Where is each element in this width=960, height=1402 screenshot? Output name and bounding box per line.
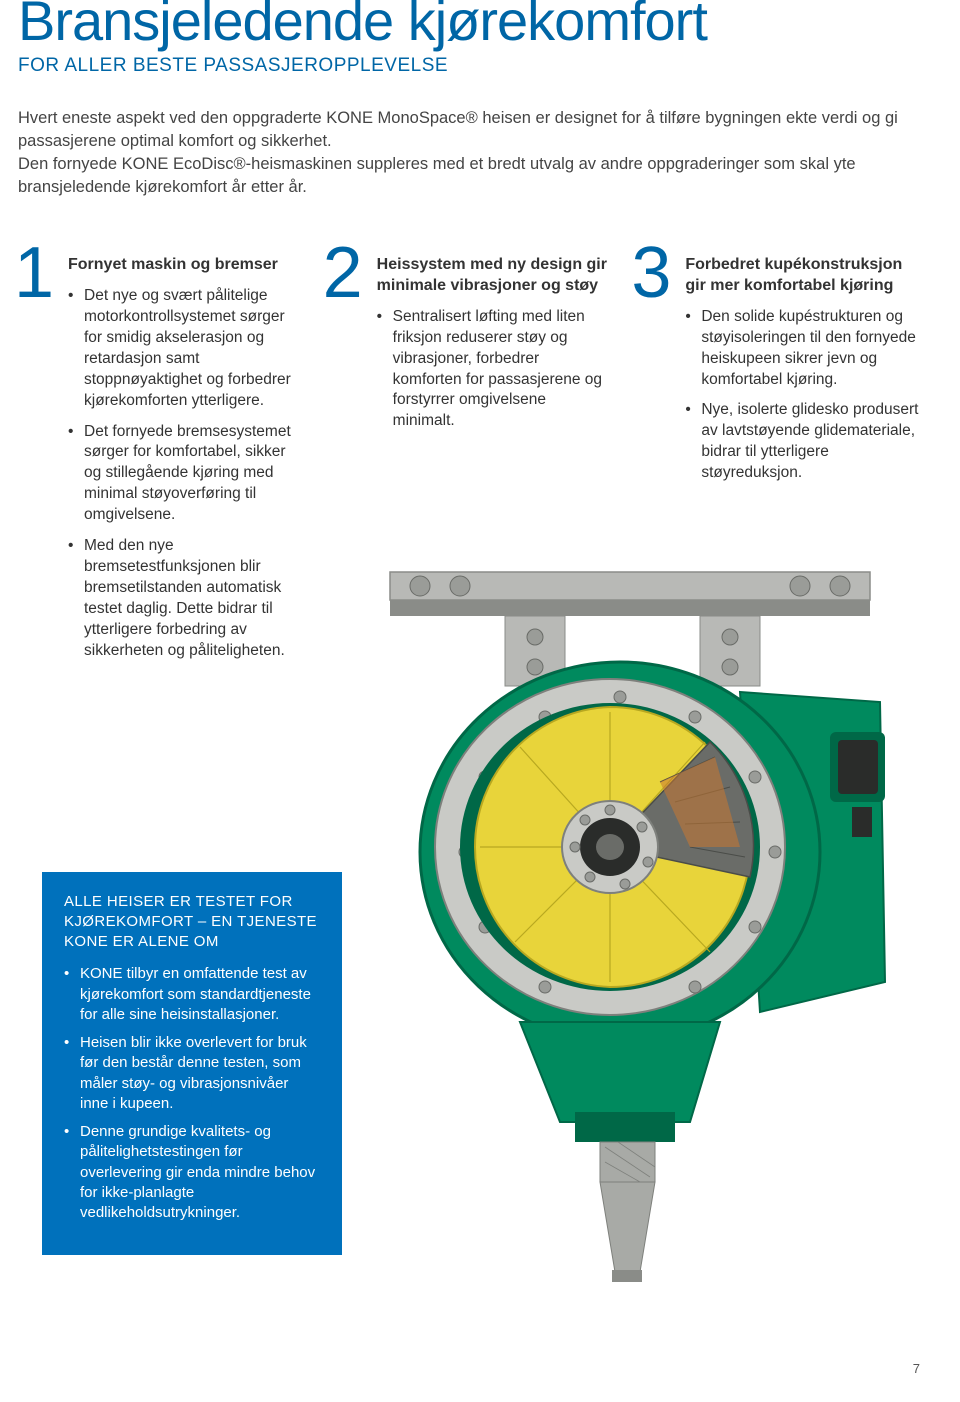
feature-column-1: 1 Fornyet maskin og bremser Det nye og s…: [18, 255, 303, 671]
feature-heading-1: Fornyet maskin og bremser: [68, 255, 303, 276]
feature-number-2: 2: [323, 237, 363, 309]
feature-columns: 1 Fornyet maskin og bremser Det nye og s…: [18, 255, 920, 671]
feature-column-2: 2 Heissystem med ny design gir minimale …: [327, 255, 612, 671]
list-item: KONE tilbyr en omfattende test av kjørek…: [64, 964, 320, 1025]
feature-list-3: Den solide kupéstrukturen og støyisoleri…: [685, 307, 920, 484]
callout-box: ALLE HEISER ER TESTET FOR KJØREKOMFORT –…: [42, 872, 342, 1256]
intro-text: Hvert eneste aspekt ved den oppgraderte …: [18, 107, 898, 199]
list-item: Med den nye bremsetestfunksjonen blir br…: [68, 536, 303, 662]
intro-paragraph-1: Hvert eneste aspekt ved den oppgraderte …: [18, 107, 898, 153]
list-item: Nye, isolerte glidesko produsert av lavt…: [685, 400, 920, 484]
list-item: Det fornyede bremsesystemet sørger for k…: [68, 422, 303, 527]
feature-list-2: Sentralisert løfting med liten friksjon …: [377, 307, 612, 433]
page-number: 7: [913, 1361, 920, 1376]
callout-heading: ALLE HEISER ER TESTET FOR KJØREKOMFORT –…: [64, 892, 320, 953]
intro-paragraph-2: Den fornyede KONE EcoDisc®-heismaskinen …: [18, 153, 898, 199]
list-item: Denne grundige kvalitets- og pålitelighe…: [64, 1122, 320, 1223]
feature-heading-2: Heissystem med ny design gir minimale vi…: [377, 255, 612, 297]
page-subtitle: FOR ALLER BESTE PASSASJEROPPLEVELSE: [18, 55, 920, 77]
list-item: Heisen blir ikke overlevert for bruk før…: [64, 1033, 320, 1114]
feature-number-3: 3: [631, 237, 671, 309]
callout-list: KONE tilbyr en omfattende test av kjørek…: [64, 964, 320, 1223]
feature-list-1: Det nye og svært pålitelige motorkontrol…: [68, 286, 303, 662]
list-item: Den solide kupéstrukturen og støyisoleri…: [685, 307, 920, 391]
page-title: Bransjeledende kjørekomfort: [18, 0, 920, 51]
feature-heading-3: Forbedret kupékonstruksjon gir mer komfo…: [685, 255, 920, 297]
feature-number-1: 1: [14, 237, 54, 309]
feature-column-3: 3 Forbedret kupékonstruksjon gir mer kom…: [635, 255, 920, 671]
list-item: Det nye og svært pålitelige motorkontrol…: [68, 286, 303, 412]
list-item: Sentralisert løfting med liten friksjon …: [377, 307, 612, 433]
